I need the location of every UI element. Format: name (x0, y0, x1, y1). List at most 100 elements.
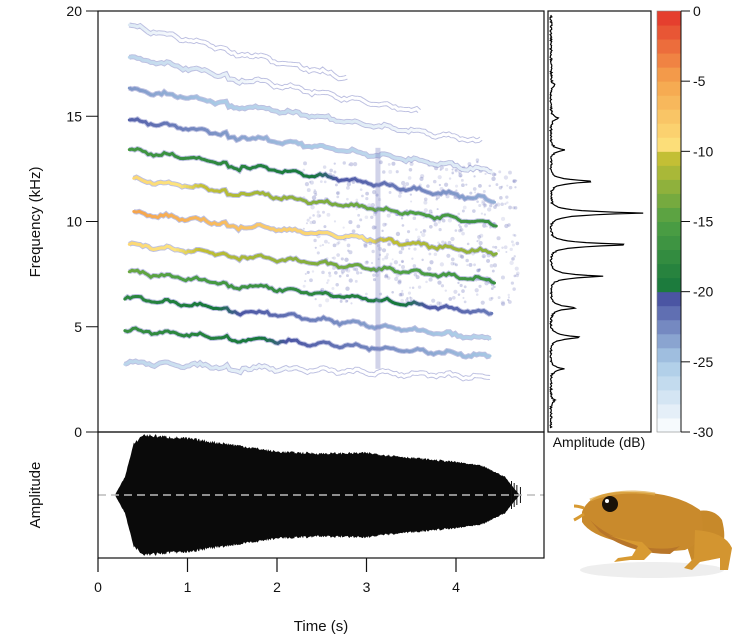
spectrogram-noise (478, 284, 482, 288)
spectrogram-noise (389, 262, 393, 266)
spectrogram-noise (348, 250, 353, 255)
harmonic-5-segment (490, 280, 496, 285)
spectrogram-noise (378, 197, 382, 202)
spectrogram-noise (450, 236, 455, 242)
spectrogram-noise (463, 285, 467, 289)
spectrogram-noise (439, 262, 445, 267)
spectrogram-noise (492, 263, 498, 268)
spectrogram-noise (498, 186, 503, 190)
spectrogram-noise (459, 175, 462, 178)
spectrogram-noise (459, 254, 464, 259)
spectrogram-noise (482, 203, 487, 207)
colorbar-step (657, 95, 681, 110)
colorbar-step (657, 137, 681, 152)
spectrogram-noise (437, 280, 442, 285)
spectrogram-noise (364, 260, 369, 265)
spectrogram-noise (431, 298, 436, 303)
spectrogram-noise (370, 203, 376, 208)
spectrogram-noise (427, 266, 432, 271)
spectrogram-noise (488, 297, 493, 302)
spectrogram-noise (507, 293, 510, 297)
spectrogram-noise (363, 244, 368, 248)
spectrogram-noise (313, 190, 317, 195)
spectrogram-noise (321, 243, 325, 247)
spectrogram-noise (346, 268, 351, 273)
spectrogram-noise (514, 186, 517, 189)
spectrogram-noise (484, 280, 489, 286)
colorbar-tick-label: 0 (693, 3, 701, 19)
spectrogram-noise (328, 271, 331, 275)
spectrogram-noise (486, 258, 491, 263)
spectrogram-noise (372, 273, 376, 277)
spectrogram-noise (405, 298, 409, 303)
spectrogram-noise (439, 168, 442, 171)
spectrogram-noise (489, 226, 492, 229)
spectrogram-noise (398, 194, 402, 198)
harmonic-10-segment (476, 137, 483, 142)
spectrogram-noise (429, 224, 433, 229)
spectrogram-noise (481, 201, 486, 206)
spectrogram-noise (324, 239, 328, 244)
colorbar-step (657, 179, 681, 194)
spectrogram-noise (503, 245, 508, 250)
spectrogram-noise (309, 180, 314, 185)
spectrogram-noise (405, 238, 410, 243)
spectrogram-noise (494, 245, 498, 249)
spectrogram-noise (513, 234, 517, 237)
spectrogram-noise (373, 225, 378, 230)
spectrogram-noise (372, 278, 377, 282)
spectrogram-noise (510, 240, 514, 244)
x-tick-label: 2 (273, 579, 281, 595)
spectrogram-noise (365, 260, 369, 264)
spectrogram-noise (459, 225, 462, 229)
spectrogram-noise (461, 209, 465, 213)
spectrogram-noise (452, 262, 456, 266)
spectrogram-noise (387, 162, 391, 166)
colorbar-step (657, 417, 681, 433)
spectrogram-noise (385, 253, 389, 257)
spectrogram-noise (355, 207, 358, 211)
spectrogram-noise (458, 173, 463, 178)
spectrogram-noise (340, 257, 344, 261)
colorbar-step (657, 361, 681, 377)
spectrogram-noise (346, 243, 351, 248)
spectrogram-noise (507, 223, 511, 227)
spectrogram-noise (437, 241, 440, 244)
harmonic-3-segment (485, 335, 492, 341)
spectrogram-noise (448, 177, 452, 180)
spectrogram-noise (476, 268, 480, 273)
spectrogram-noise (469, 191, 473, 195)
spectrogram-noise (336, 242, 340, 246)
spectrogram-noise (382, 170, 386, 174)
spectrogram-noise (388, 169, 393, 174)
colorbar-step (657, 221, 681, 237)
spectrogram-noise (459, 228, 464, 232)
spectrogram-noise (344, 268, 348, 272)
spectrogram-noise (448, 275, 451, 278)
spectrogram-noise (356, 271, 360, 275)
spectrogram-noise (419, 176, 424, 181)
spectrogram-noise (356, 224, 361, 229)
spectrogram-noise (501, 216, 506, 221)
spectrogram-noise (372, 212, 377, 217)
spectrogram-noise (320, 287, 325, 292)
spectrogram-noise (417, 235, 421, 239)
spectrogram-noise (331, 256, 334, 259)
spectrogram-noise (398, 190, 403, 195)
spectrogram-noise (437, 220, 441, 224)
spectrogram-noise (341, 272, 344, 275)
spectrogram-noise (437, 175, 442, 180)
spectrogram-noise (463, 300, 467, 304)
spectrogram-noise (475, 279, 478, 282)
spectrogram-noise (488, 184, 492, 188)
spectrogram-noise (323, 180, 327, 184)
spectrogram-noise (444, 167, 449, 172)
spectrogram-noise (493, 285, 496, 289)
spectrogram-noise (302, 168, 306, 172)
spectrogram-noise (363, 242, 368, 247)
spectrogram-noise (316, 210, 320, 214)
spectrogram-noise (379, 292, 383, 296)
spectrogram-noise (500, 202, 504, 207)
spectrogram-noise (409, 297, 413, 301)
spectrogram-noise (406, 230, 411, 234)
